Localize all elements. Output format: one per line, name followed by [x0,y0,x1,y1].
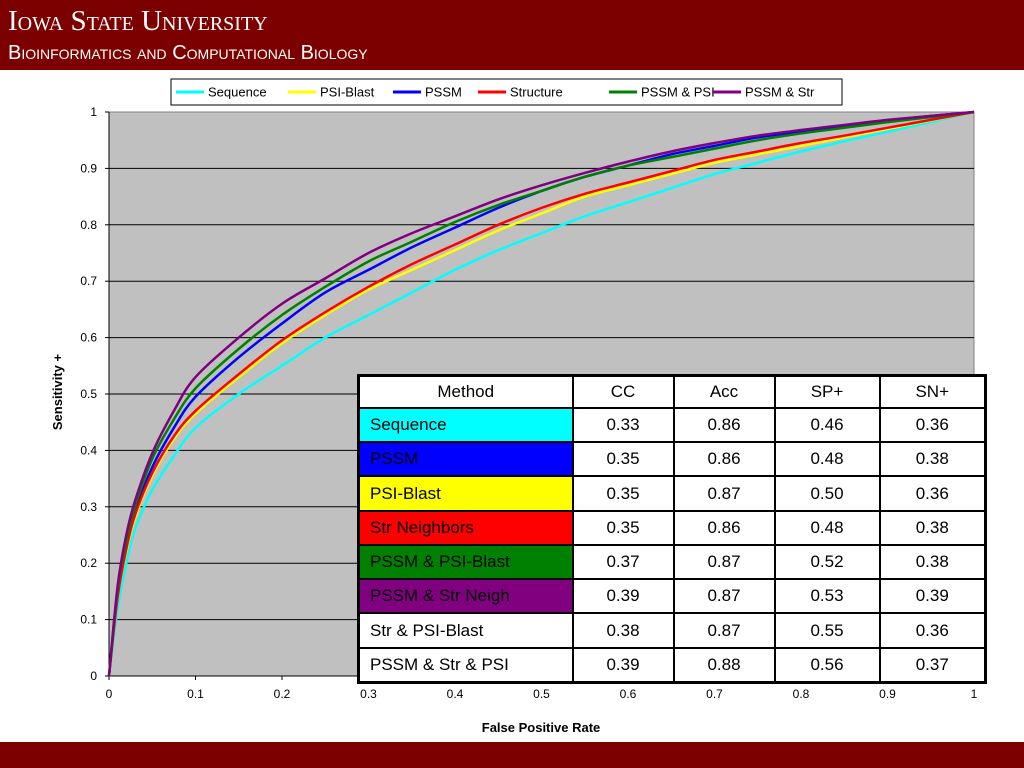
results-table: Method CC Acc SP+ SN+ Sequence 0.33 0.86… [357,374,987,684]
legend-label: PSSM [425,85,462,100]
sp-cell: 0.53 [773,578,881,615]
acc-cell: 0.86 [672,441,776,478]
footer-bar [0,742,1024,768]
y-tick-label: 0.8 [80,218,97,232]
y-tick-label: 0.9 [80,161,97,175]
y-axis-label: Sensitivity + [50,353,65,430]
table-row: PSI-Blast 0.35 0.87 0.50 0.36 [357,475,987,512]
header-banner: Iowa State University Bioinformatics and… [0,0,1024,70]
sp-cell: 0.50 [773,475,881,512]
sp-cell: 0.48 [773,509,881,546]
table-row: Str & PSI-Blast 0.38 0.87 0.55 0.36 [357,612,987,649]
method-cell: Sequence [357,406,574,444]
table-row: Sequence 0.33 0.86 0.46 0.36 [357,406,987,444]
x-tick-label: 0.3 [360,687,377,701]
table-row: Str Neighbors 0.35 0.86 0.48 0.38 [357,509,987,546]
x-tick-label: 0.4 [447,687,464,701]
y-tick-label: 0.1 [80,613,97,627]
sn-cell: 0.36 [878,612,987,649]
y-tick-label: 0.5 [80,387,97,401]
y-tick-label: 0 [90,669,97,683]
cc-cell: 0.35 [571,441,675,478]
acc-cell: 0.87 [672,475,776,512]
university-title: Iowa State University [8,5,268,37]
legend-label: PSSM & PSI [641,85,715,100]
table-row: PSSM & PSI-Blast 0.37 0.87 0.52 0.38 [357,543,987,581]
method-cell: PSSM & Str Neigh [357,578,574,615]
cc-cell: 0.35 [571,509,675,546]
sn-cell: 0.39 [878,578,987,615]
sp-cell: 0.46 [773,406,881,444]
table-row: PSSM & Str & PSI 0.39 0.88 0.56 0.37 [357,646,987,684]
x-tick-label: 1 [971,687,978,701]
method-cell: PSSM & PSI-Blast [357,543,574,581]
series-line-sequence [107,110,975,677]
header-acc: Acc [672,374,776,409]
sn-cell: 0.38 [878,543,987,581]
acc-cell: 0.87 [672,612,776,649]
cc-cell: 0.37 [571,543,675,581]
cc-cell: 0.39 [571,646,675,684]
series-line-pssm-psi [107,110,975,677]
header-sn: SN+ [878,374,987,409]
y-tick-label: 0.6 [80,331,97,345]
method-cell: PSSM [357,441,574,478]
sp-cell: 0.55 [773,612,881,649]
x-tick-label: 0.5 [533,687,550,701]
cc-cell: 0.33 [571,406,675,444]
series-line-pssm [107,110,975,677]
series-line-pssm-str [107,110,975,677]
acc-cell: 0.87 [672,578,776,615]
method-cell: Str Neighbors [357,509,574,546]
sn-cell: 0.38 [878,441,987,478]
legend-label: PSSM & Str [745,85,815,100]
cc-cell: 0.39 [571,578,675,615]
x-tick-label: 0.7 [706,687,723,701]
table-header-row: Method CC Acc SP+ SN+ [357,374,987,409]
acc-cell: 0.87 [672,543,776,581]
x-tick-label: 0 [106,687,113,701]
x-tick-label: 0.6 [620,687,637,701]
sn-cell: 0.36 [878,406,987,444]
method-cell: PSI-Blast [357,475,574,512]
acc-cell: 0.88 [672,646,776,684]
sp-cell: 0.52 [773,543,881,581]
sp-cell: 0.48 [773,441,881,478]
x-tick-label: 0.1 [187,687,204,701]
legend-box [170,78,843,106]
y-tick-label: 0.2 [80,556,97,570]
y-tick-label: 0.3 [80,500,97,514]
legend-label: PSI-Blast [320,85,375,100]
legend: Sequence PSI-Blast PSSM Structure PSSM & PSI… [170,78,843,106]
table-row: PSSM 0.35 0.86 0.48 0.38 [357,441,987,478]
sp-cell: 0.56 [773,646,881,684]
method-cell: Str & PSI-Blast [357,612,574,649]
header-cc: CC [571,374,675,409]
legend-label: Sequence [208,85,267,100]
x-axis-label: False Positive Rate [482,720,601,735]
x-tick-label: 0.9 [879,687,896,701]
cc-cell: 0.35 [571,475,675,512]
x-tick-label: 0.2 [274,687,291,701]
header-sp: SP+ [773,374,881,409]
sn-cell: 0.37 [878,646,987,684]
sn-cell: 0.38 [878,509,987,546]
y-tick-label: 1 [90,105,97,119]
acc-cell: 0.86 [672,406,776,444]
x-tick-label: 0.8 [793,687,810,701]
method-cell: PSSM & Str & PSI [357,646,574,684]
acc-cell: 0.86 [672,509,776,546]
cc-cell: 0.38 [571,612,675,649]
table-row: PSSM & Str Neigh 0.39 0.87 0.53 0.39 [357,578,987,615]
department-subtitle: Bioinformatics and Computational Biology [8,42,368,64]
legend-label: Structure [510,85,563,100]
y-tick-label: 0.4 [80,443,97,457]
series-line-structure [107,110,975,677]
sn-cell: 0.36 [878,475,987,512]
y-tick-label: 0.7 [80,274,97,288]
header-method: Method [357,374,574,409]
